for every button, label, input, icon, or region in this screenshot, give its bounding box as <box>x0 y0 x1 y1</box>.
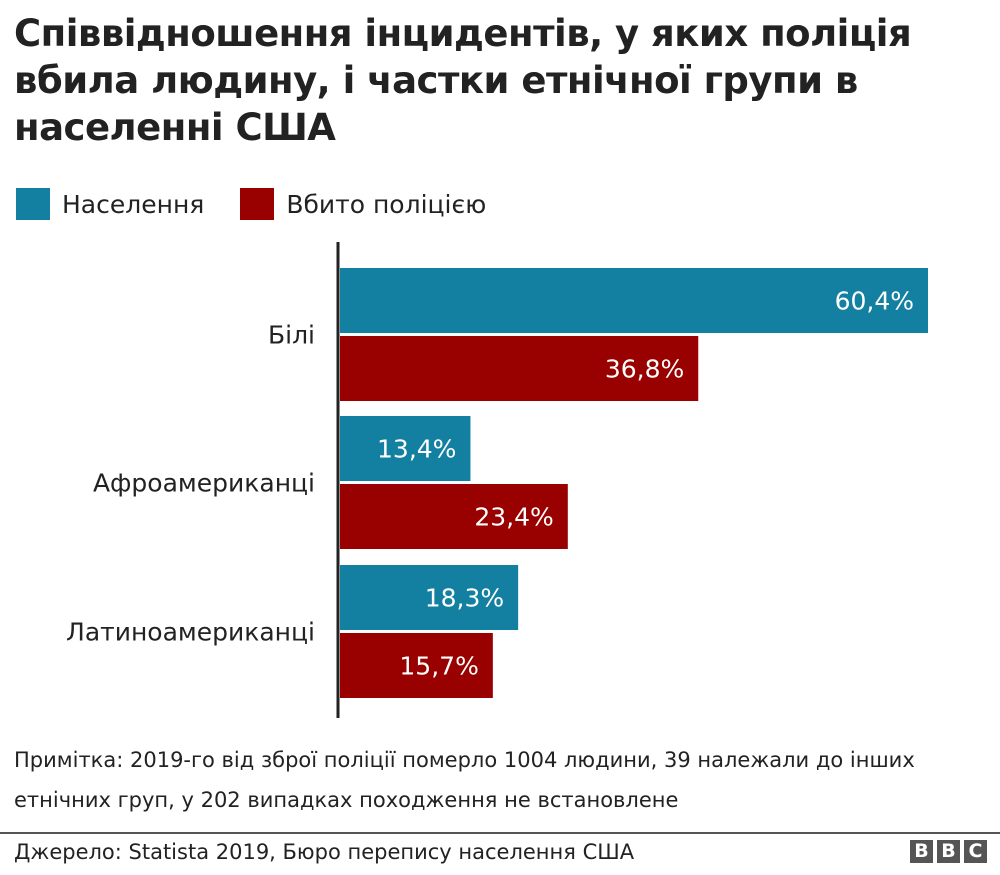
data-label: 23,4% <box>474 503 553 532</box>
chart-note: Примітка: 2019-го від зброї поліції поме… <box>14 748 915 812</box>
data-label: 18,3% <box>425 584 504 613</box>
legend: Населення Вбито поліцією <box>16 188 522 220</box>
chart-title: Співвідношення інцидентів, у яких поліці… <box>14 12 912 149</box>
category-label: Латиноамериканці <box>66 618 315 647</box>
data-label: 13,4% <box>377 435 456 464</box>
legend-swatch-population <box>16 188 50 220</box>
legend-swatch-killed <box>240 188 275 220</box>
bar-population <box>340 565 519 630</box>
legend-label: Вбито поліцією <box>286 189 487 219</box>
bar-chart: Білі 60,4% 36,8% Афроамериканці 13,4% 23,4% Ла… <box>66 242 928 718</box>
category-label: Афроамериканці <box>93 469 315 498</box>
data-label: 60,4% <box>835 287 914 316</box>
category-label: Білі <box>268 321 315 350</box>
bar-killed <box>340 484 568 549</box>
legend-item-population: Населення <box>16 188 204 220</box>
source-text: Джерело: Statista 2019, Бюро перепису на… <box>14 840 635 864</box>
bar-population <box>340 268 928 333</box>
divider <box>0 832 1000 834</box>
data-label: 36,8% <box>605 355 684 384</box>
legend-label: Населення <box>62 189 205 219</box>
legend-item-killed: Вбито поліцією <box>240 188 486 220</box>
data-label: 15,7% <box>399 652 478 681</box>
bar-population <box>340 416 471 481</box>
bar-killed <box>340 336 699 401</box>
bar-killed <box>340 633 493 698</box>
